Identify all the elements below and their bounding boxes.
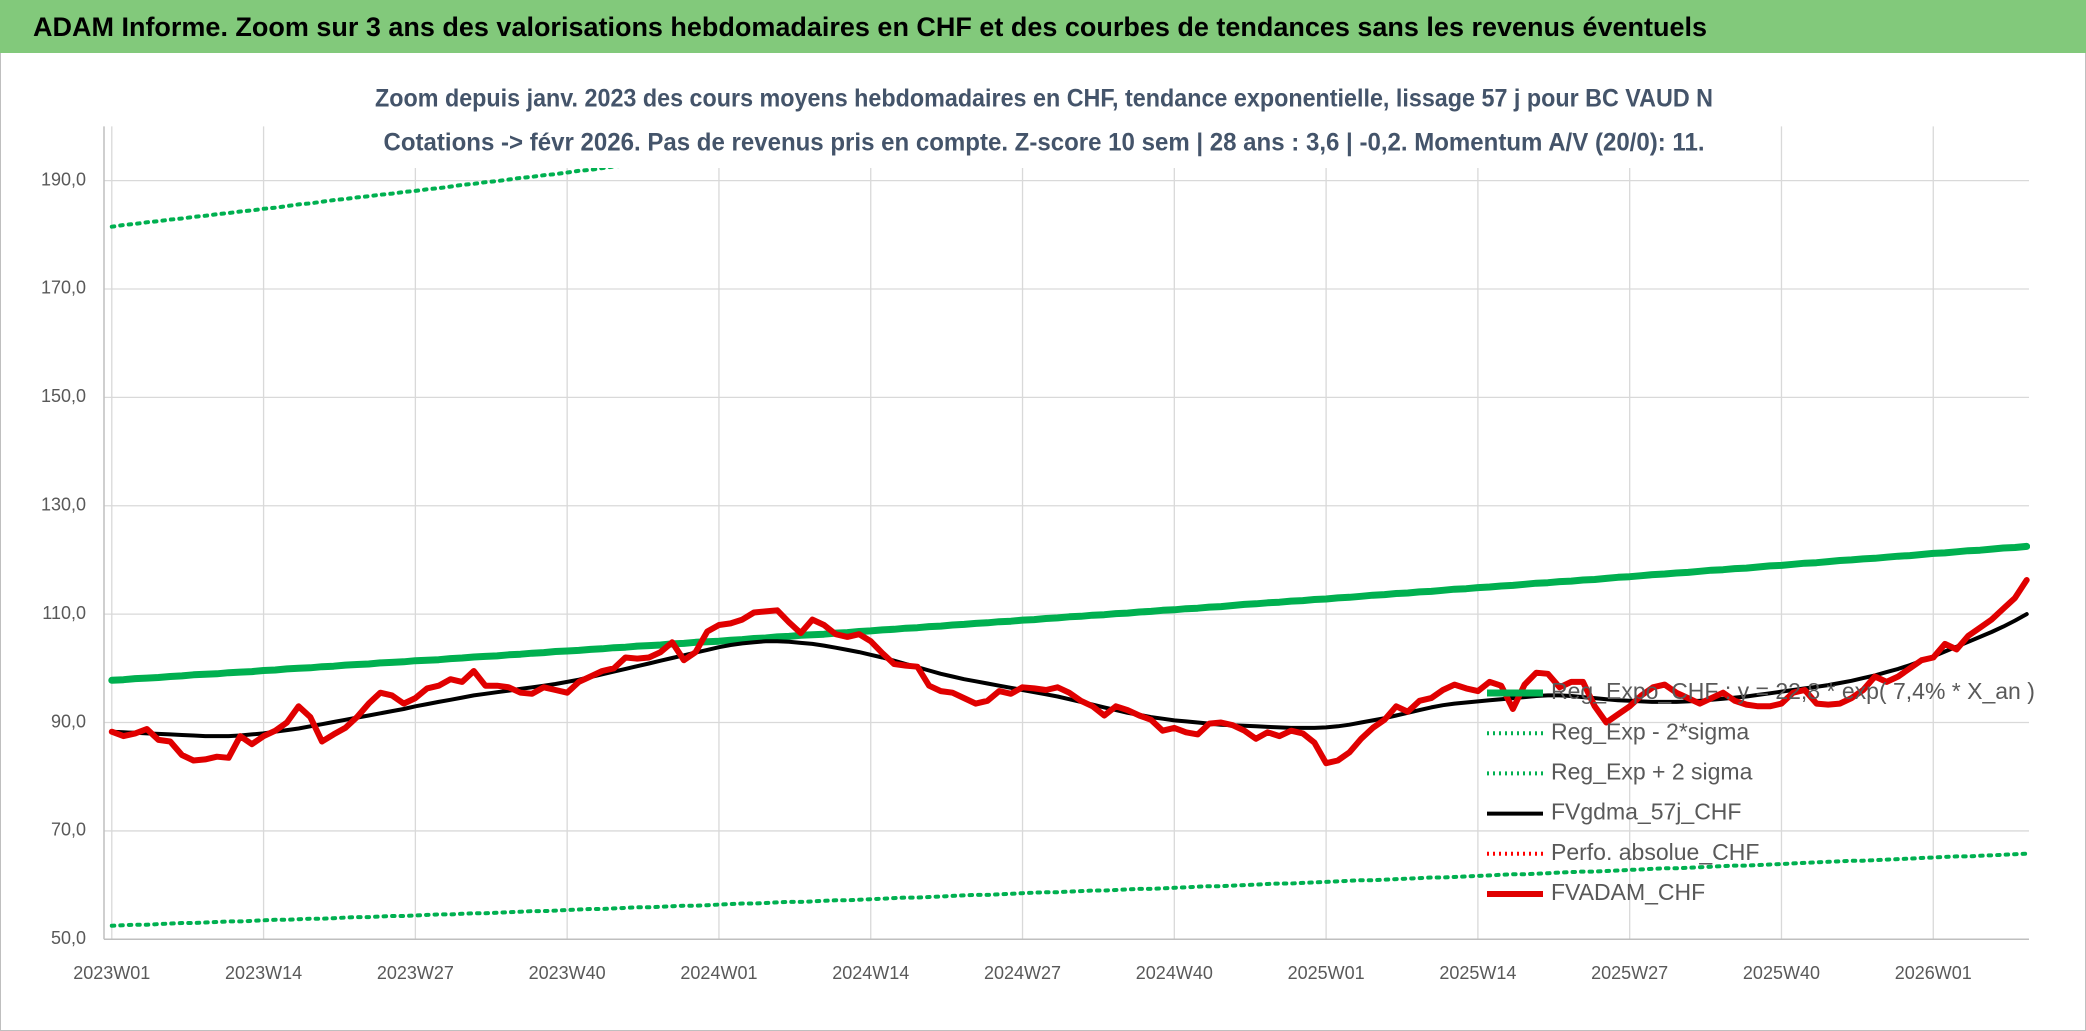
x-tick-label: 2025W27 [1591, 963, 1668, 983]
x-tick-label: 2024W40 [1136, 963, 1213, 983]
series-line [109, 126, 955, 229]
legend: Reg_Expo_CHF : y = 22,8 * exp( 7,4% * X_… [1487, 678, 2035, 905]
axes: 50,0 70,0 90,0 110,0 130,0 150,0 170,0 190,0 202… [41, 126, 2029, 983]
y-tick-label: 110,0 [42, 603, 86, 623]
subtitle-backdrop [372, 80, 1717, 168]
x-tick-label: 2025W14 [1439, 963, 1516, 983]
y-tick-label: 50,0 [51, 928, 86, 948]
legend-label: Reg_Expo_CHF : y = 22,8 * exp( 7,4% * X_… [1551, 678, 2035, 704]
y-tick-label: 150,0 [41, 386, 86, 406]
x-tick-label: 2026W01 [1895, 963, 1972, 983]
y-tick-label: 190,0 [41, 169, 86, 189]
subtitle: Cotations -> févr 2026. Pas de revenus p… [384, 129, 1705, 157]
y-tick-label: 70,0 [51, 820, 86, 840]
legend-label: Perfo. absolue_CHF [1551, 839, 1759, 865]
x-tick-label: 2024W27 [984, 963, 1061, 983]
x-tick-label: 2023W40 [529, 963, 606, 983]
legend-label: Reg_Exp + 2 sigma [1551, 758, 1753, 784]
x-tick-label: 2023W01 [73, 963, 150, 983]
subtitle: Zoom depuis janv. 2023 des cours moyens … [375, 85, 1713, 113]
plot-lines [108, 126, 2030, 928]
y-tick-label: 130,0 [41, 495, 86, 515]
x-tick-label: 2023W14 [225, 963, 302, 983]
legend-label: Reg_Exp - 2*sigma [1551, 718, 1749, 744]
x-tick-label: 2025W01 [1288, 963, 1365, 983]
x-tick-label: 2025W40 [1743, 963, 1820, 983]
x-tick-label: 2024W14 [832, 963, 909, 983]
y-tick-label: 90,0 [51, 711, 86, 731]
chart-title: ADAM Informe. Zoom sur 3 ans des valoris… [33, 12, 1707, 42]
y-tick-label: 170,0 [41, 278, 86, 298]
header-band [0, 0, 2086, 53]
series-line [108, 542, 2030, 684]
x-tick-label: 2023W27 [377, 963, 454, 983]
legend-label: FVgdma_57j_CHF [1551, 799, 1741, 825]
x-tick-label: 2024W01 [680, 963, 757, 983]
legend-label: FVADAM_CHF [1551, 879, 1705, 905]
series-line [108, 577, 2030, 767]
grid [104, 126, 2029, 940]
series-line [109, 851, 2029, 928]
